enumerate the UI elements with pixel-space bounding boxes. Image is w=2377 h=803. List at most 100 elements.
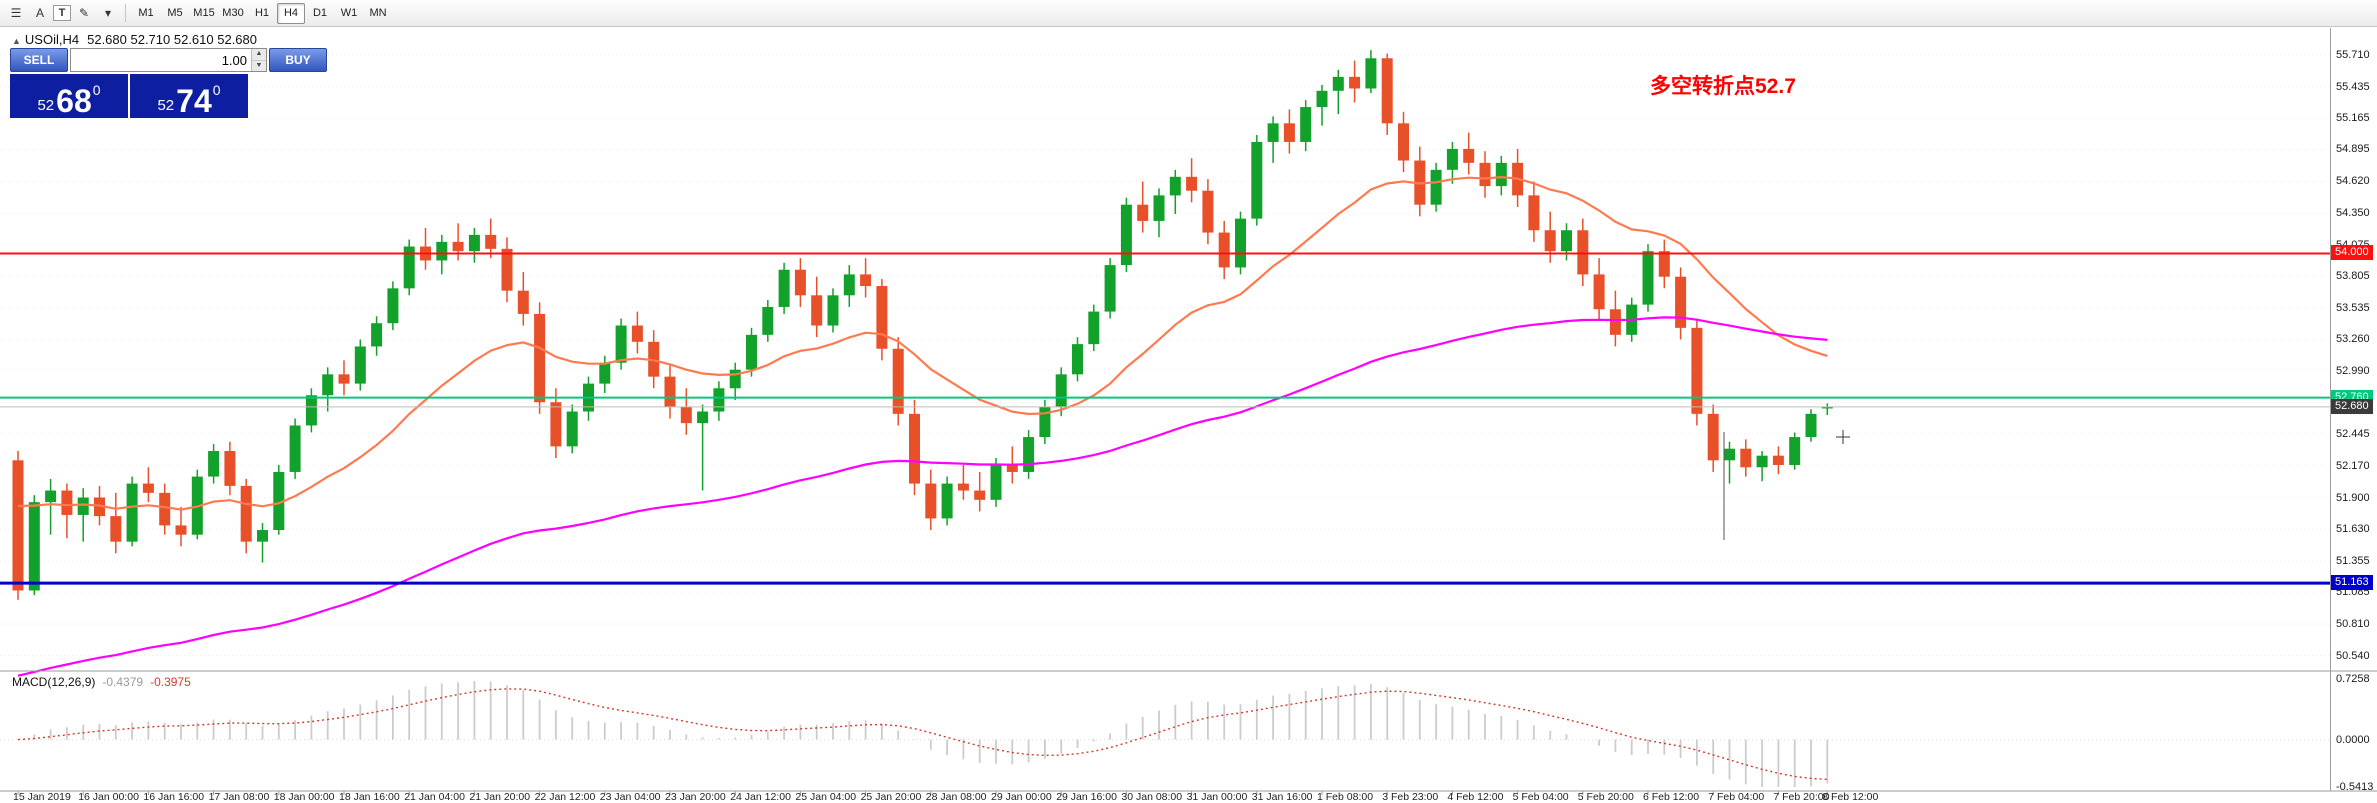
candle xyxy=(126,476,138,547)
candle xyxy=(468,227,480,263)
candle xyxy=(664,365,676,419)
font-icon[interactable]: A xyxy=(35,6,44,20)
timeframe-m30[interactable]: M30 xyxy=(219,3,247,24)
candle xyxy=(1821,403,1833,416)
ma-slow-line xyxy=(17,316,1828,677)
timeframe-w1[interactable]: W1 xyxy=(335,3,363,24)
candle xyxy=(1789,432,1801,470)
macd-histogram xyxy=(33,681,1829,787)
candle xyxy=(77,488,89,542)
macd-main-value: -0.4379 xyxy=(102,675,144,689)
candle xyxy=(110,492,122,554)
candle xyxy=(599,355,611,393)
candle xyxy=(1169,169,1181,214)
candle xyxy=(289,418,301,479)
bid-price-pip-digit: 0 xyxy=(92,82,101,98)
draw-tool-icon[interactable]: ✎ xyxy=(78,6,90,20)
candle xyxy=(338,360,350,396)
time-axis-label: 29 Jan 00:00 xyxy=(991,792,1052,803)
candle xyxy=(1120,197,1132,273)
candle xyxy=(1137,181,1149,233)
time-axis-label: 1 Feb 08:00 xyxy=(1317,792,1374,803)
chart-ohlc-values: 52.680 52.710 52.610 52.680 xyxy=(87,32,257,47)
timeframe-m15[interactable]: M15 xyxy=(190,3,218,24)
candle xyxy=(1528,181,1540,242)
ask-price-display[interactable]: 52 74 0 xyxy=(130,74,248,118)
timeframe-h1[interactable]: H1 xyxy=(248,3,276,24)
candle xyxy=(371,316,383,356)
time-axis-label: 21 Jan 04:00 xyxy=(404,792,465,803)
bid-price-display[interactable]: 52 68 0 xyxy=(10,74,128,118)
volume-input[interactable] xyxy=(71,49,251,71)
candle xyxy=(1593,258,1605,321)
chart-symbol-period: USOil,H4 xyxy=(24,32,80,47)
time-axis-label: 3 Feb 23:00 xyxy=(1382,792,1439,803)
time-axis-label: 16 Jan 16:00 xyxy=(143,792,205,803)
chart-collapse-icon[interactable]: ▲ xyxy=(12,36,21,46)
candle xyxy=(1251,134,1263,226)
candle xyxy=(990,458,1002,507)
candle xyxy=(925,469,937,531)
volume-decrease-button[interactable]: ▼ xyxy=(252,60,266,71)
time-axis-label: 31 Jan 00:00 xyxy=(1186,792,1248,803)
price-gridlines xyxy=(0,54,2331,657)
time-axis-label: 23 Jan 04:00 xyxy=(599,792,661,803)
candle xyxy=(1609,290,1621,347)
candle xyxy=(876,279,888,361)
candle xyxy=(28,495,40,596)
candle xyxy=(1218,220,1230,280)
ma-fast-line xyxy=(17,175,1828,511)
candle xyxy=(1104,258,1116,319)
candle xyxy=(1088,304,1100,352)
candle xyxy=(1332,69,1344,115)
time-axis[interactable]: 15 Jan 2019 16 Jan 00:00 16 Jan 16:00 17 Ja… xyxy=(0,792,2330,803)
candle xyxy=(566,404,578,454)
time-axis-label: 6 Feb 12:00 xyxy=(1643,792,1700,803)
chart-annotation-text[interactable]: 多空转折点52.7 xyxy=(1650,75,1796,98)
charts-list-icon[interactable]: ☰ xyxy=(10,6,22,20)
candle xyxy=(1772,446,1784,475)
candle xyxy=(843,265,855,307)
candle xyxy=(1023,430,1035,479)
candle xyxy=(794,258,806,307)
candle xyxy=(1398,111,1409,173)
candle xyxy=(436,234,448,275)
sell-button[interactable]: SELL xyxy=(10,48,68,72)
candle xyxy=(1349,60,1361,103)
volume-spinner: ▲ ▼ xyxy=(251,49,266,71)
text-label-icon[interactable]: T xyxy=(53,5,71,21)
time-axis-label: 8 Feb 12:00 xyxy=(1822,792,1879,803)
macd-name: MACD(12,26,9) xyxy=(12,675,96,689)
candle xyxy=(1707,404,1719,472)
top-toolbar: ☰ A T ✎ ▾ M1 M5 M15 M30 H1 H4 D1 W1 MN xyxy=(0,0,2377,27)
time-axis-label: 25 Jan 04:00 xyxy=(795,792,857,803)
timeframe-d1[interactable]: D1 xyxy=(306,3,334,24)
time-axis-label: 23 Jan 20:00 xyxy=(665,792,726,803)
candle xyxy=(1202,179,1214,245)
ask-price-major: 52 xyxy=(157,96,175,114)
macd-signal-line xyxy=(17,688,1828,781)
volume-increase-button[interactable]: ▲ xyxy=(252,49,266,61)
time-axis-label: 25 Jan 20:00 xyxy=(860,792,922,803)
timeframe-m5[interactable]: M5 xyxy=(161,3,189,24)
ask-price-pip-digit: 0 xyxy=(212,82,221,98)
candle xyxy=(1186,158,1198,203)
timeframe-h4[interactable]: H4 xyxy=(277,2,305,24)
candle xyxy=(142,467,154,503)
time-axis-label: 28 Jan 08:00 xyxy=(925,792,987,803)
buy-button[interactable]: BUY xyxy=(269,48,327,72)
candle xyxy=(1316,84,1328,126)
candle xyxy=(762,299,774,342)
timeframe-m1[interactable]: M1 xyxy=(132,3,160,24)
time-axis-label: 21 Jan 20:00 xyxy=(469,792,531,803)
candle xyxy=(1805,409,1817,442)
time-axis-label: 7 Feb 20:00 xyxy=(1773,792,1830,803)
timeframe-mn[interactable]: MN xyxy=(364,3,392,24)
candle xyxy=(501,237,513,303)
time-axis-label: 5 Feb 04:00 xyxy=(1512,792,1569,803)
toolbar-dropdown-icon[interactable]: ▾ xyxy=(104,6,112,20)
price-axis[interactable] xyxy=(2331,28,2377,791)
candle xyxy=(61,483,73,539)
candle xyxy=(892,337,904,426)
